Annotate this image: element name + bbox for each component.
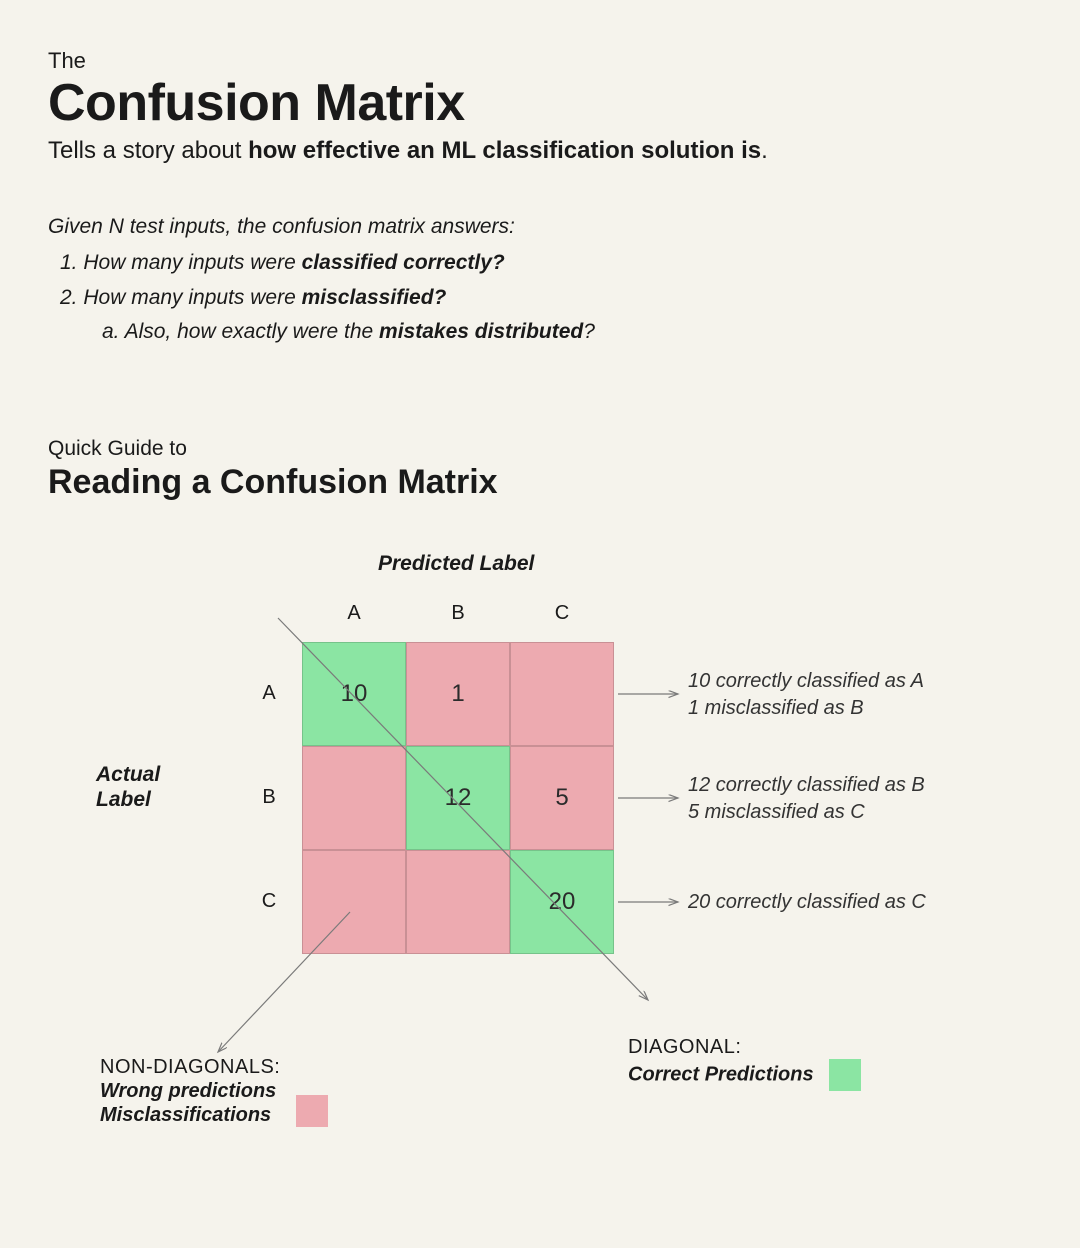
row-header-C: C (254, 850, 284, 954)
matrix-cell: 10 (302, 642, 406, 746)
legend-nondiagonal: NON-DIAGONALS: Wrong predictions Misclas… (100, 1056, 328, 1127)
row-annotation: 12 correctly classified as B5 misclassif… (688, 772, 925, 826)
legend-diagonal-swatch (829, 1059, 861, 1091)
section2-pretitle: Quick Guide to (48, 437, 1032, 461)
intro-block: Given N test inputs, the confusion matri… (48, 211, 1032, 349)
column-headers: A B C (302, 602, 614, 625)
legend-diagonal-heading: DIAGONAL: (628, 1036, 861, 1059)
legend-nondiag-sub1: Wrong predictions (100, 1079, 276, 1103)
legend-nondiag-sub2: Misclassifications (100, 1103, 276, 1127)
intro-subitem: a. Also, how exactly were the mistakes d… (60, 316, 1032, 349)
row-annotation: 20 correctly classified as C (688, 889, 926, 916)
subtitle-bold: how effective an ML classification solut… (248, 137, 761, 164)
subtitle-prefix: Tells a story about (48, 137, 248, 164)
pretitle: The (48, 48, 1032, 74)
legend-nondiag-swatch (296, 1095, 328, 1127)
legend-diagonal-sub: Correct Predictions (628, 1063, 814, 1085)
matrix-cell (302, 850, 406, 954)
row-annotation: 10 correctly classified as A1 misclassif… (688, 668, 924, 722)
matrix-cell: 1 (406, 642, 510, 746)
row-header-B: B (254, 746, 284, 850)
confusion-grid: 10112520 (302, 642, 614, 954)
actual-axis-label: Actual Label (96, 762, 160, 812)
matrix-cell: 20 (510, 850, 614, 954)
subtitle: Tells a story about how effective an ML … (48, 137, 1032, 165)
col-header-A: A (302, 602, 406, 625)
legend-nondiag-heading: NON-DIAGONALS: (100, 1056, 328, 1079)
intro-item-1: 1. How many inputs were classified corre… (60, 247, 1032, 280)
col-header-B: B (406, 602, 510, 625)
intro-item-2: 2. How many inputs were misclassified? (60, 282, 1032, 315)
matrix-cell (510, 642, 614, 746)
page-title: Confusion Matrix (48, 76, 1032, 131)
legend-diagonal: DIAGONAL: Correct Predictions (628, 1036, 861, 1091)
intro-lead: Given N test inputs, the confusion matri… (48, 211, 1032, 244)
matrix-cell (406, 850, 510, 954)
predicted-axis-label: Predicted Label (378, 552, 534, 576)
subtitle-suffix: . (761, 137, 768, 164)
row-header-A: A (254, 642, 284, 746)
col-header-C: C (510, 602, 614, 625)
matrix-cell: 12 (406, 746, 510, 850)
row-headers: A B C (254, 642, 284, 954)
section2-title: Reading a Confusion Matrix (48, 463, 1032, 502)
matrix-cell (302, 746, 406, 850)
matrix-area: Predicted Label Actual Label A B C A B C… (48, 552, 1032, 1112)
matrix-cell: 5 (510, 746, 614, 850)
